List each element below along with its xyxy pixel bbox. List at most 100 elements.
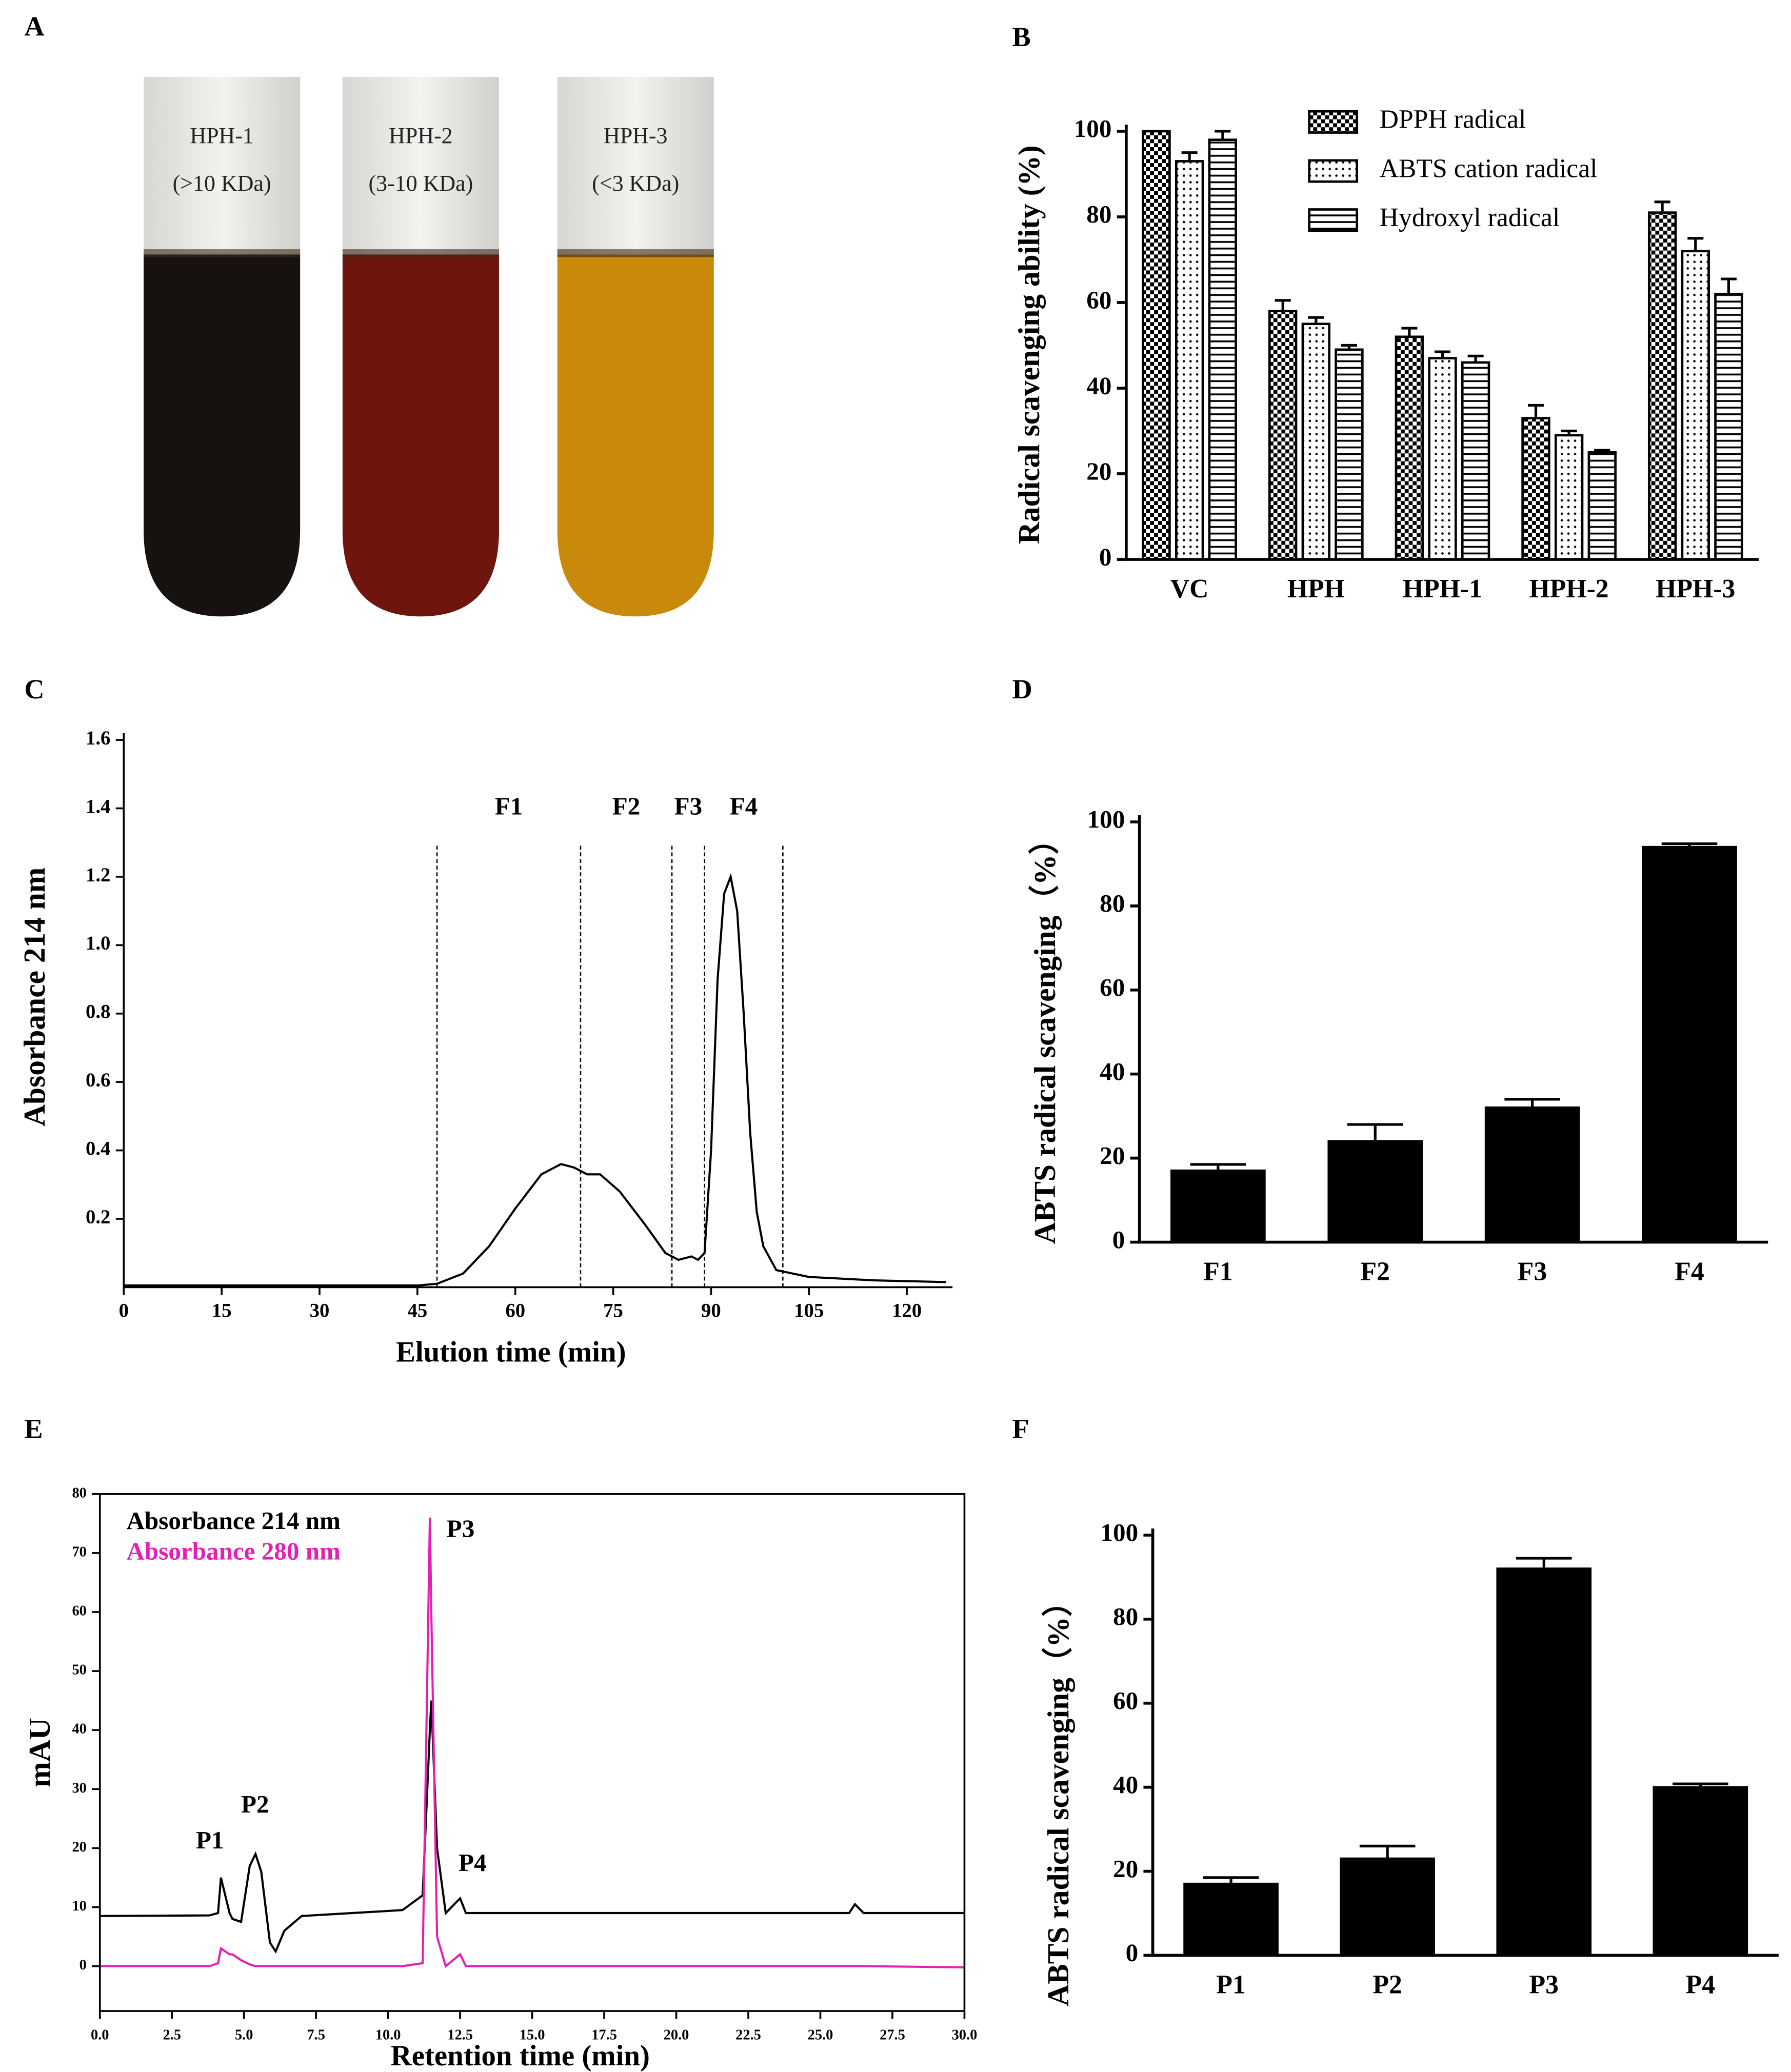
x-axis-label: Elution time (min) [396, 1336, 626, 1368]
y-tick-label: 0 [1112, 1225, 1125, 1254]
bar [1587, 451, 1617, 561]
y-tick-label: 40 [1100, 1057, 1125, 1085]
x-tick-label: 7.5 [307, 2027, 325, 2043]
legend-label: Hydroxyl radical [1380, 203, 1560, 232]
x-tick-label: 120 [892, 1299, 922, 1321]
legend-swatch [1308, 110, 1359, 134]
tube-glass [557, 76, 714, 263]
legend-label: Absorbance 280 nm [126, 1537, 341, 1565]
tube-liquid [144, 254, 301, 617]
x-tick-label: 22.5 [735, 2027, 761, 2043]
x-tick-label: 15 [212, 1299, 232, 1321]
bar [1428, 357, 1457, 561]
x-tick-label: F4 [1675, 1257, 1704, 1286]
x-tick-label: 12.5 [447, 2027, 473, 2043]
panel-letter: C [24, 674, 44, 705]
x-tick-label: 17.5 [591, 2027, 617, 2043]
tube-meniscus [144, 249, 301, 257]
y-tick-label: 60 [1113, 1686, 1138, 1715]
x-tick-label: P1 [1216, 1970, 1245, 1999]
line [99, 1700, 965, 1954]
bar [1301, 323, 1331, 561]
bar [1268, 310, 1298, 561]
y-tick-label: 20 [1113, 1855, 1138, 1883]
x-tick-label: 45 [407, 1299, 427, 1321]
y-tick-label: 20 [72, 1839, 86, 1855]
axes [98, 1493, 966, 2012]
x-tick-label: 20.0 [664, 2027, 689, 2043]
y-tick-label: 70 [72, 1544, 86, 1560]
axes [1151, 1528, 1779, 1957]
peak-label: P3 [447, 1514, 475, 1542]
x-tick-label: P2 [1372, 1970, 1402, 1999]
x-tick-label: P4 [1686, 1970, 1715, 1999]
panel-letter: F [1012, 1414, 1029, 1444]
y-tick-label: 80 [1100, 889, 1125, 917]
bar [1681, 250, 1710, 561]
bar [1395, 335, 1424, 561]
x-tick-label: 75 [603, 1299, 623, 1321]
legend-label: ABTS cation radical [1380, 154, 1598, 183]
y-tick-label: 0.8 [86, 1001, 110, 1023]
x-tick-label: 30.0 [952, 2027, 978, 2043]
y-tick-label: 100 [1087, 805, 1125, 833]
y-tick-label: 100 [1100, 1518, 1138, 1546]
y-tick-label: 40 [72, 1721, 86, 1737]
y-axis-label: ABTS radical scavenging（%） [1041, 1586, 1075, 2006]
y-axis-label: ABTS radical scavenging（%） [1028, 824, 1062, 1244]
y-tick-label: 40 [1113, 1771, 1138, 1799]
x-tick-label: P3 [1529, 1970, 1559, 1999]
x-tick-label: 10.0 [375, 2027, 401, 2043]
bar [1461, 361, 1490, 561]
y-tick-label: 0 [79, 1957, 87, 1973]
y-tick-label: 100 [1074, 114, 1112, 143]
x-tick-label: 0 [119, 1299, 129, 1321]
legend-label: DPPH radical [1380, 105, 1526, 134]
y-tick-label: 0.6 [86, 1069, 110, 1091]
bar [1653, 1786, 1748, 1957]
bar [1327, 1140, 1423, 1243]
tube-size: (<3 KDa) [592, 171, 679, 196]
tube-size: (>10 KDa) [173, 171, 271, 196]
x-tick-label: 90 [701, 1299, 721, 1321]
y-tick-label: 50 [72, 1662, 86, 1678]
bar [1484, 1106, 1580, 1243]
y-tick-label: 10 [72, 1898, 86, 1914]
x-tick-label: 15.0 [520, 2027, 545, 2043]
tube-glass [342, 76, 499, 263]
peak-label: P2 [241, 1790, 269, 1818]
tube-liquid [557, 254, 714, 617]
tube-name: HPH-3 [604, 123, 668, 148]
x-tick-label: F3 [1518, 1257, 1547, 1286]
tube-liquid [342, 254, 499, 617]
tube-meniscus [342, 249, 499, 257]
bar [1335, 348, 1364, 561]
peak-label: P4 [459, 1848, 487, 1877]
x-tick-label: 0.0 [91, 2027, 109, 2043]
panel-letter: B [1012, 22, 1031, 52]
x-tick-label: F2 [1361, 1257, 1390, 1286]
x-tick-label: VC [1170, 574, 1209, 604]
panel-letter: D [1012, 674, 1032, 705]
legend-label: Absorbance 214 nm [126, 1506, 341, 1535]
y-tick-label: 30 [72, 1780, 86, 1796]
y-axis-label: Absorbance 214 nm [17, 868, 51, 1126]
y-tick-label: 80 [1113, 1602, 1138, 1631]
tube-name: HPH-2 [389, 123, 453, 148]
x-tick-label: HPH-2 [1529, 574, 1609, 604]
bar [1521, 417, 1550, 561]
bar [1183, 1882, 1279, 1957]
x-tick-label: HPH-3 [1656, 574, 1735, 604]
bar [1175, 160, 1204, 561]
y-tick-label: 0 [1126, 1939, 1139, 1967]
axes [1138, 815, 1768, 1244]
y-tick-label: 60 [1086, 286, 1111, 314]
bar [1340, 1857, 1436, 1957]
x-tick-label: F1 [1203, 1257, 1232, 1286]
y-axis-label: mAU [23, 1718, 56, 1787]
bar [1714, 292, 1743, 561]
y-tick-label: 0.2 [86, 1206, 110, 1228]
x-tick-label: 27.5 [880, 2027, 905, 2043]
x-tick-label: HPH [1287, 574, 1345, 604]
x-tick-label: 105 [794, 1299, 824, 1321]
